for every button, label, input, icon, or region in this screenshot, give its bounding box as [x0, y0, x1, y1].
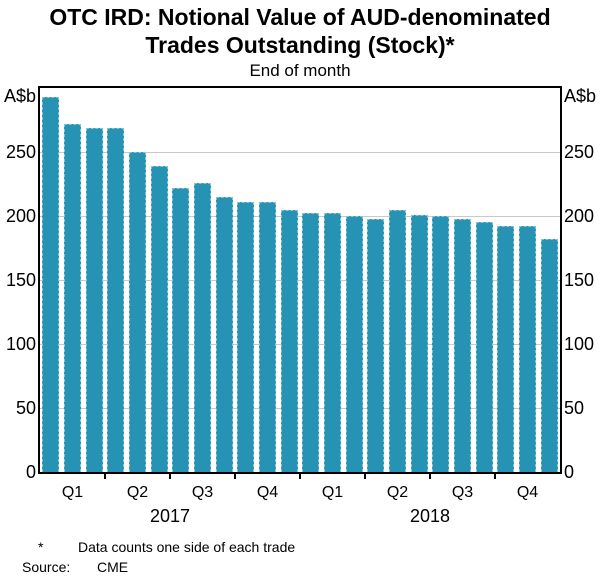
bar-2018-01: [302, 213, 320, 472]
chart-title-line1: OTC IRD: Notional Value of AUD-denominat…: [49, 4, 551, 30]
x-tick-2: [169, 472, 171, 479]
bar-2017-06: [150, 166, 168, 472]
bar-2018-06: [410, 214, 428, 472]
x-year-label-2018: 2018: [409, 506, 451, 526]
y-tick-label-left-200: 200: [5, 206, 36, 226]
footnote-marker: *: [38, 539, 44, 555]
x-quarter-label-5: Q2: [386, 484, 409, 501]
y-tick-label-right-0: 0: [564, 462, 575, 482]
gridline-150: [40, 280, 560, 281]
x-tick-6: [429, 472, 431, 479]
plot-area: [38, 86, 562, 474]
bar-2017-11: [258, 201, 277, 472]
y-tick-label-left-100: 100: [5, 334, 36, 354]
gridline-50: [40, 408, 560, 409]
y-tick-label-left-150: 150: [5, 270, 36, 290]
source-label: Source:: [22, 559, 71, 575]
footnote-text: Data counts one side of each trade: [78, 539, 296, 555]
x-quarter-label-1: Q2: [126, 484, 149, 501]
x-tick-7: [494, 472, 496, 479]
bar-2017-01: [42, 96, 60, 472]
y-tick-label-right-100: 100: [564, 334, 595, 354]
bar-2018-05: [388, 209, 407, 472]
x-tick-3: [234, 472, 236, 479]
x-quarter-label-4: Q1: [321, 484, 344, 501]
gridline-250: [40, 152, 560, 153]
bar-2017-09: [215, 196, 233, 472]
bar-2017-12: [280, 209, 298, 472]
bar-2017-03: [85, 127, 103, 472]
bar-2018-10: [497, 226, 515, 472]
bar-2018-09: [475, 222, 493, 472]
y-tick-label-right-200: 200: [564, 206, 595, 226]
y-tick-label-left-50: 50: [15, 398, 36, 418]
bar-2017-08: [193, 182, 212, 472]
x-tick-1: [104, 472, 106, 479]
x-quarter-label-2: Q3: [191, 484, 214, 501]
bar-2018-12: [540, 239, 558, 472]
chart-title-line2: Trades Outstanding (Stock)*: [145, 32, 455, 58]
bar-2018-03: [345, 216, 363, 472]
x-quarter-label-7: Q4: [516, 484, 539, 501]
y-axis-unit-right: A$b: [564, 86, 597, 106]
chart-subtitle: End of month: [249, 61, 351, 80]
x-quarter-label-6: Q3: [451, 484, 474, 501]
bar-2017-10: [237, 201, 255, 472]
x-quarter-label-0: Q1: [61, 484, 84, 501]
y-axis-unit-left: A$b: [3, 86, 36, 106]
bar-2017-02: [63, 123, 82, 472]
bar-2018-08: [453, 218, 472, 472]
bar-2018-11: [518, 226, 537, 472]
y-tick-label-left-250: 250: [5, 142, 36, 162]
gridline-100: [40, 344, 560, 345]
chart-title: OTC IRD: Notional Value of AUD-denominat…: [0, 3, 600, 59]
source-value: CME: [97, 559, 129, 575]
bar-2018-02: [323, 213, 342, 472]
bar-2018-07: [432, 216, 450, 472]
x-tick-5: [364, 472, 366, 479]
bar-2017-04: [107, 127, 125, 472]
x-year-label-2017: 2017: [149, 506, 191, 526]
y-tick-label-right-50: 50: [564, 398, 585, 418]
x-tick-4: [299, 472, 301, 479]
bar-2017-07: [172, 187, 190, 472]
x-quarter-label-3: Q4: [256, 484, 279, 501]
plot-inner: [40, 88, 560, 472]
bar-2017-05: [128, 152, 147, 472]
y-tick-label-right-150: 150: [564, 270, 595, 290]
y-tick-label-left-0: 0: [25, 462, 36, 482]
y-tick-label-right-250: 250: [564, 142, 595, 162]
gridline-200: [40, 216, 560, 217]
bar-2018-04: [367, 218, 385, 472]
